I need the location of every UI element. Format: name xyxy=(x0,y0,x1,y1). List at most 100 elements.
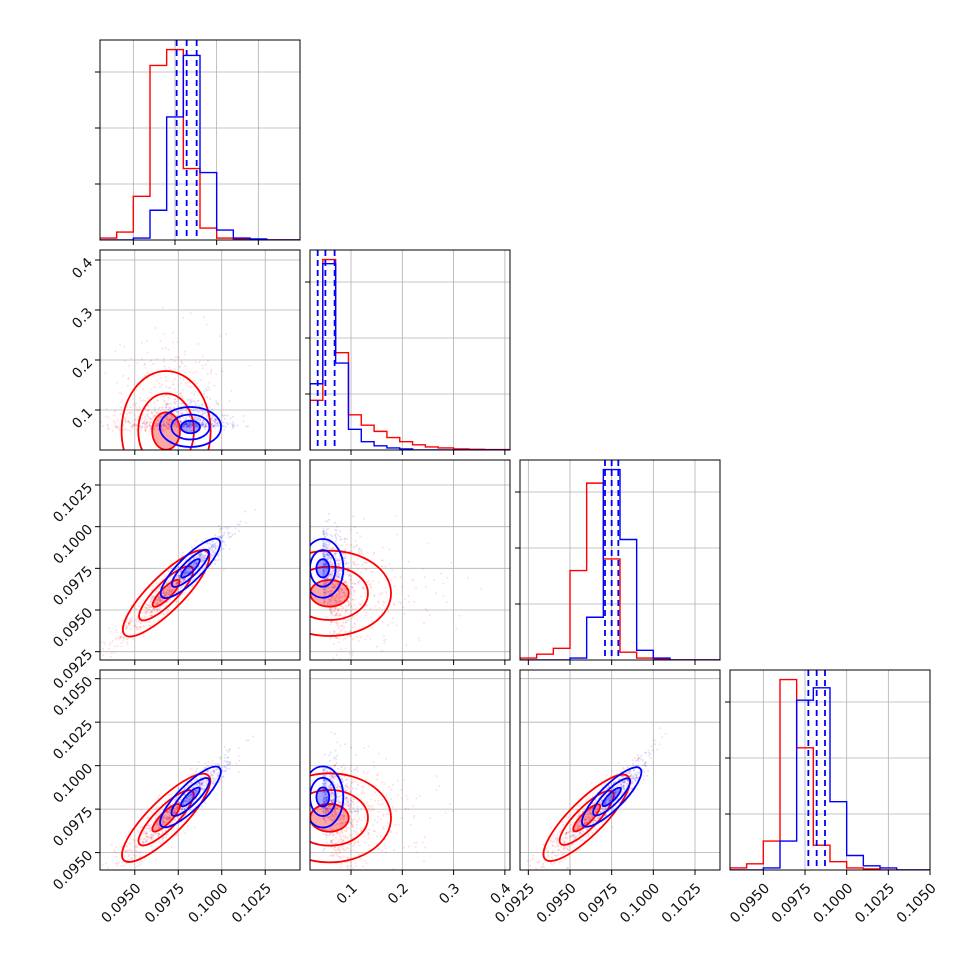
scatter-point-red xyxy=(410,823,413,826)
scatter-point-blue xyxy=(186,425,189,428)
scatter-point-blue xyxy=(327,601,330,603)
scatter-point-blue xyxy=(336,786,338,789)
scatter-point-blue xyxy=(202,547,205,550)
scatter-point-blue xyxy=(214,419,217,422)
scatter-point-red xyxy=(341,591,344,594)
scatter-point-blue xyxy=(210,543,213,546)
scatter-point-red xyxy=(351,638,354,641)
scatter-point-red xyxy=(162,333,165,336)
scatter-point-red xyxy=(138,405,141,408)
scatter-point-red xyxy=(330,591,333,594)
scatter-point-red xyxy=(149,837,152,840)
scatter-point-red xyxy=(199,419,202,422)
scatter-point-red xyxy=(334,846,336,849)
scatter-point-blue xyxy=(205,542,208,545)
scatter-point-blue xyxy=(188,424,190,427)
scatter-point-red xyxy=(340,600,343,602)
scatter-point-blue xyxy=(323,778,326,781)
scatter-point-blue xyxy=(327,784,330,787)
scatter-point-blue xyxy=(325,571,328,574)
scatter-point-red xyxy=(125,624,128,627)
scatter-point-blue xyxy=(226,414,229,417)
scatter-point-red xyxy=(176,603,179,606)
scatter-point-red xyxy=(127,622,130,625)
scatter-point-blue xyxy=(167,810,170,813)
scatter-point-red xyxy=(144,374,147,377)
scatter-point-blue xyxy=(325,572,328,574)
scatter-point-red xyxy=(132,601,135,604)
scatter-point-red xyxy=(330,854,333,857)
scatter-point-red xyxy=(344,630,347,633)
scatter-point-red xyxy=(351,819,354,822)
scatter-point-red xyxy=(164,346,167,349)
scatter-point-red xyxy=(331,851,334,854)
scatter-point-blue xyxy=(183,579,186,582)
scatter-point-blue xyxy=(353,829,355,832)
scatter-point-red xyxy=(128,411,131,414)
scatter-point-red xyxy=(330,574,333,577)
scatter-point-blue xyxy=(325,594,327,597)
scatter-point-blue xyxy=(328,815,331,818)
scatter-point-red xyxy=(204,556,207,559)
scatter-point-red xyxy=(156,419,159,422)
scatter-point-blue xyxy=(165,592,168,595)
scatter-point-red xyxy=(200,552,203,555)
scatter-point-red xyxy=(196,381,199,384)
scatter-point-red xyxy=(219,335,221,338)
scatter-point-red xyxy=(172,411,175,414)
scatter-point-red xyxy=(356,832,358,835)
scatter-point-blue xyxy=(323,593,326,596)
scatter-point-red xyxy=(395,624,398,627)
scatter-point-blue xyxy=(325,800,328,803)
scatter-point-red xyxy=(132,838,135,841)
scatter-point-blue xyxy=(206,779,209,782)
scatter-point-red xyxy=(332,584,335,586)
scatter-point-blue xyxy=(175,568,177,570)
scatter-point-blue xyxy=(181,579,184,582)
scatter-point-blue xyxy=(142,837,145,840)
scatter-point-red xyxy=(188,587,191,590)
scatter-point-red xyxy=(338,596,341,599)
scatter-point-blue xyxy=(184,423,187,426)
scatter-point-blue xyxy=(149,424,152,427)
scatter-point-blue xyxy=(325,837,328,840)
scatter-point-red xyxy=(137,605,140,608)
scatter-point-red xyxy=(360,807,363,810)
scatter-point-blue xyxy=(167,397,170,400)
panel-frame xyxy=(99,249,301,451)
scatter-point-red xyxy=(134,856,137,859)
scatter-point-blue xyxy=(326,567,329,570)
scatter-point-blue xyxy=(337,568,340,571)
scatter-point-blue xyxy=(211,548,214,551)
scatter-point-red xyxy=(349,790,352,793)
scatter-point-red xyxy=(329,588,332,591)
scatter-point-red xyxy=(120,392,123,395)
scatter-point-blue xyxy=(189,424,192,426)
scatter-point-red xyxy=(344,621,347,624)
scatter-point-red xyxy=(141,833,143,836)
scatter-point-red xyxy=(199,409,201,412)
scatter-point-red xyxy=(145,409,148,412)
scatter-point-red xyxy=(155,358,158,360)
scatter-point-blue xyxy=(338,592,341,595)
scatter-point-red xyxy=(158,813,161,816)
scatter-point-blue xyxy=(335,536,338,539)
scatter-point-red xyxy=(134,419,137,421)
scatter-point-blue xyxy=(201,404,204,407)
scatter-point-red xyxy=(332,595,335,597)
scatter-point-red xyxy=(333,815,336,818)
scatter-point-red xyxy=(180,585,183,588)
scatter-point-red xyxy=(376,773,379,776)
scatter-point-red xyxy=(187,784,190,787)
scatter-point-blue xyxy=(326,780,329,783)
scatter-point-red xyxy=(151,849,154,852)
scatter-point-red xyxy=(333,809,336,812)
scatter-point-blue xyxy=(336,525,339,528)
scatter-point-red xyxy=(131,420,134,422)
scatter-point-blue xyxy=(324,583,327,586)
scatter-point-blue xyxy=(324,797,327,799)
scatter-point-blue xyxy=(199,554,202,557)
scatter-point-blue xyxy=(201,553,204,556)
scatter-point-red xyxy=(140,426,143,429)
scatter-point-red xyxy=(99,904,101,906)
